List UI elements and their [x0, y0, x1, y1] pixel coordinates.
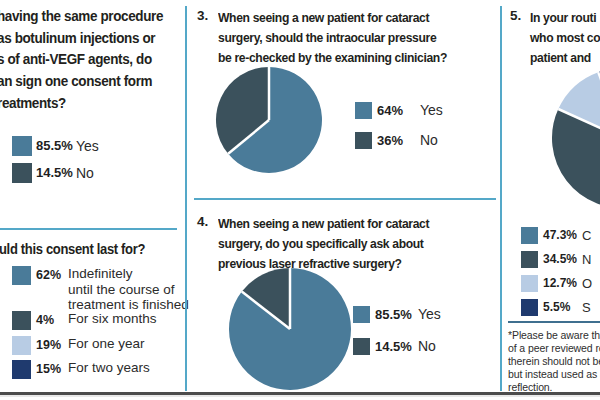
legend-item: 19% For one year — [12, 336, 145, 355]
legend-item: 14.5% No — [353, 338, 436, 355]
legend-swatch — [521, 227, 538, 244]
legend-percent: 85.5% — [36, 136, 76, 156]
legend-percent: 14.5% — [375, 338, 418, 355]
legend-item: 34.5% N — [521, 251, 591, 268]
legend-percent: 14.5% — [36, 163, 76, 183]
pie-chart-q5 — [550, 66, 600, 210]
legend-label: For six months — [68, 311, 157, 327]
legend-swatch — [353, 338, 370, 355]
legend-percent: 12.7% — [543, 275, 582, 292]
legend-swatch — [12, 336, 31, 355]
legend-percent: 19% — [36, 336, 68, 354]
footnote-line: of a peer reviewed res — [508, 342, 600, 355]
legend-swatch — [355, 102, 372, 119]
question-line: as botulinum injections or — [0, 28, 163, 50]
legend-swatch — [521, 251, 538, 268]
footnote-line: but instead used as a — [508, 368, 600, 381]
footnote: *Please be aware that of a peer reviewed… — [508, 329, 600, 394]
legend-item: 12.7% O — [521, 275, 592, 292]
legend-swatch — [355, 132, 372, 149]
legend-label: C — [582, 227, 591, 244]
question-line: When seeing a new patient for cataract — [218, 8, 447, 28]
legend-label: Yes — [420, 102, 443, 119]
question-5-number: 5. — [510, 8, 521, 23]
legend-percent: 64% — [377, 102, 420, 119]
question-line: surgery, should the intraocular pressure — [218, 28, 447, 48]
footnote-line: therein should not be — [508, 355, 600, 368]
footnote-rule — [508, 321, 600, 323]
question-line: who most co — [530, 28, 600, 48]
footnote-line: *Please be aware that — [508, 329, 600, 342]
question-line: an sign one consent form — [0, 71, 163, 93]
legend-percent: 36% — [377, 132, 420, 149]
question-4-number: 4. — [197, 214, 208, 229]
legend-swatch — [353, 306, 370, 323]
column-divider — [500, 6, 502, 391]
question-line: When seeing a new patient for cataract — [218, 214, 429, 234]
question-1-text: having the same procedure as botulinum i… — [0, 6, 163, 115]
column-divider — [185, 6, 187, 391]
legend-percent: 34.5% — [543, 251, 582, 268]
legend-item: 36% No — [355, 132, 438, 149]
question-2-text: uld this consent last for? — [0, 240, 145, 258]
legend-item: 14.5% No — [12, 163, 94, 183]
legend-item: 47.3% C — [521, 227, 591, 244]
legend-label: For two years — [68, 360, 150, 376]
legend-label: N — [582, 251, 591, 268]
legend-percent: 85.5% — [375, 306, 418, 323]
legend-item: 4% For six months — [12, 311, 157, 330]
legend-label: No — [418, 338, 436, 355]
legend-label: For one year — [68, 336, 145, 352]
legend-label: O — [582, 275, 592, 292]
question-line: reatments? — [0, 93, 163, 115]
survey-results-figure: having the same procedure as botulinum i… — [0, 0, 600, 400]
legend-percent: 5.5% — [543, 299, 582, 316]
pie-chart-q3 — [214, 65, 324, 175]
legend-item: 64% Yes — [355, 102, 443, 119]
legend-label: Yes — [418, 306, 441, 323]
legend-label: No — [76, 163, 94, 183]
legend-item: 15% For two years — [12, 360, 150, 379]
legend-label: S — [582, 299, 591, 316]
bottom-edge-shadow — [0, 395, 600, 397]
question-5-text: In your routi who most co patient and — [530, 8, 600, 68]
legend-swatch — [12, 360, 31, 379]
legend-label-line: until the course of — [68, 282, 189, 298]
question-line: In your routi — [530, 8, 600, 28]
legend-item: 85.5% Yes — [12, 136, 99, 156]
question-4-text: When seeing a new patient for cataract s… — [218, 214, 429, 274]
legend-swatch — [12, 163, 32, 183]
question-line: patient and — [530, 48, 600, 68]
panel-divider-horizontal — [194, 198, 496, 200]
pie-chart-q4 — [227, 266, 353, 392]
legend-swatch — [521, 299, 538, 316]
legend-item: 62% Indefinitely until the course of tre… — [12, 266, 189, 313]
legend-label: Yes — [76, 136, 99, 156]
question-line: having the same procedure — [0, 6, 163, 28]
legend-label: No — [420, 132, 438, 149]
legend-percent: 62% — [36, 266, 68, 284]
legend-swatch — [521, 275, 538, 292]
legend-percent: 47.3% — [543, 227, 582, 244]
legend-item: 5.5% S — [521, 299, 591, 316]
legend-label-line: Indefinitely — [68, 266, 189, 282]
legend-swatch — [12, 311, 31, 330]
legend-swatch — [12, 266, 31, 285]
legend-percent: 4% — [36, 311, 68, 329]
question-3-number: 3. — [197, 8, 208, 23]
panel-divider-horizontal — [0, 228, 177, 230]
legend-item: 85.5% Yes — [353, 306, 441, 323]
legend-percent: 15% — [36, 360, 68, 378]
legend-swatch — [12, 136, 32, 156]
question-line: surgery, do you specifically ask about — [218, 234, 429, 254]
question-line: s of anti-VEGF agents, do — [0, 49, 163, 71]
question-3-text: When seeing a new patient for cataract s… — [218, 8, 447, 68]
legend-label: Indefinitely until the course of treatme… — [68, 266, 189, 313]
